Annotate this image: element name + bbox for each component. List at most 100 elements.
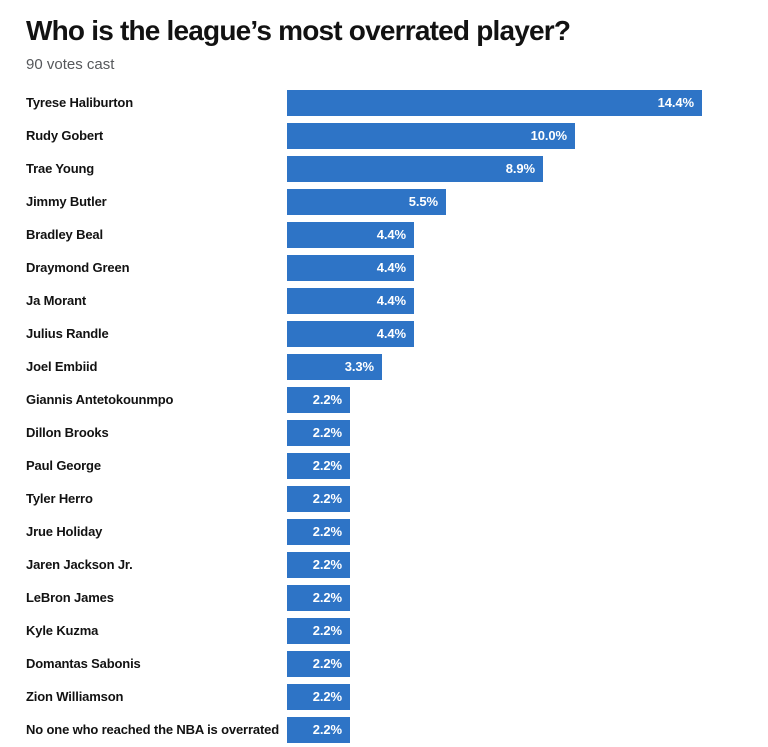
bar-track: 2.2% [287,551,742,578]
bar-value: 3.3% [344,359,374,375]
chart-row: Kyle Kuzma 2.2% [26,614,742,647]
chart-row: Jimmy Butler 5.5% [26,185,742,218]
bar: 2.2% [287,617,350,644]
row-label: Joel Embiid [26,359,98,375]
chart-row: Trae Young 8.9% [26,152,742,185]
row-label: Giannis Antetokounmpo [26,392,174,408]
bar-track: 2.2% [287,617,742,644]
page-title: Who is the league’s most overrated playe… [26,15,571,46]
chart-row: Paul George 2.2% [26,449,742,482]
bar: 2.2% [287,551,350,578]
bar-track: 2.2% [287,419,742,446]
row-label: Julius Randle [26,326,109,342]
bar-track: 10.0% [287,122,742,149]
bar: 3.3% [287,353,382,380]
chart-row: LeBron James 2.2% [26,581,742,614]
bar-track: 8.9% [287,155,742,182]
chart-row: Draymond Green 4.4% [26,251,742,284]
bar-value: 2.2% [312,491,342,507]
bar: 2.2% [287,485,350,512]
bar: 10.0% [287,122,575,149]
bar-track: 2.2% [287,518,742,545]
row-label: Kyle Kuzma [26,623,99,639]
row-label: Tyler Herro [26,491,93,507]
chart-row: Joel Embiid 3.3% [26,350,742,383]
bar-value: 2.2% [312,557,342,573]
row-label: Jrue Holiday [26,524,103,540]
row-label: Rudy Gobert [26,128,104,144]
bar: 2.2% [287,419,350,446]
chart-row: Ja Morant 4.4% [26,284,742,317]
bar: 4.4% [287,320,414,347]
bar-track: 4.4% [287,221,742,248]
bar-value: 2.2% [312,623,342,639]
row-label: LeBron James [26,590,114,606]
bar-track: 2.2% [287,485,742,512]
chart-row: Jrue Holiday 2.2% [26,515,742,548]
row-label: Ja Morant [26,293,87,309]
bar-chart: Tyrese Haliburton 14.4% Rudy Gobert 10.0… [26,86,742,746]
bar: 2.2% [287,650,350,677]
bar: 8.9% [287,155,543,182]
bar: 14.4% [287,89,702,116]
chart-row: Dillon Brooks 2.2% [26,416,742,449]
bar-track: 4.4% [287,254,742,281]
bar-track: 14.4% [287,89,742,116]
row-label: Zion Williamson [26,689,124,705]
bar-value: 5.5% [408,194,438,210]
bar-value: 2.2% [312,524,342,540]
bar: 2.2% [287,683,350,710]
bar-track: 3.3% [287,353,742,380]
bar-value: 8.9% [505,161,535,177]
bar-track: 2.2% [287,650,742,677]
chart-row: Giannis Antetokounmpo 2.2% [26,383,742,416]
row-label: Bradley Beal [26,227,103,243]
row-label: Tyrese Haliburton [26,95,134,111]
chart-row: Domantas Sabonis 2.2% [26,647,742,680]
row-label: No one who reached the NBA is overrated [26,722,280,738]
bar-value: 10.0% [530,128,567,144]
bar-value: 14.4% [657,95,694,111]
bar: 4.4% [287,254,414,281]
row-label: Dillon Brooks [26,425,109,441]
bar: 2.2% [287,584,350,611]
row-label: Jaren Jackson Jr. [26,557,133,573]
bar-value: 4.4% [376,260,406,276]
bar-value: 2.2% [312,656,342,672]
row-label: Draymond Green [26,260,130,276]
row-label: Trae Young [26,161,95,177]
bar: 4.4% [287,221,414,248]
bar-track: 4.4% [287,287,742,314]
chart-row: Tyler Herro 2.2% [26,482,742,515]
bar-value: 2.2% [312,722,342,738]
bar: 2.2% [287,518,350,545]
votes-cast-subtitle: 90 votes cast [26,56,115,74]
bar: 5.5% [287,188,446,215]
bar-value: 2.2% [312,689,342,705]
chart-row: Bradley Beal 4.4% [26,218,742,251]
row-label: Jimmy Butler [26,194,107,210]
bar-track: 4.4% [287,320,742,347]
chart-row: Tyrese Haliburton 14.4% [26,86,742,119]
bar-value: 4.4% [376,227,406,243]
chart-row: Rudy Gobert 10.0% [26,119,742,152]
bar: 2.2% [287,386,350,413]
row-label: Domantas Sabonis [26,656,141,672]
bar-value: 2.2% [312,392,342,408]
bar-value: 4.4% [376,293,406,309]
bar-value: 2.2% [312,425,342,441]
chart-row: Julius Randle 4.4% [26,317,742,350]
bar-value: 2.2% [312,590,342,606]
bar-track: 5.5% [287,188,742,215]
bar-track: 2.2% [287,452,742,479]
row-label: Paul George [26,458,101,474]
bar-track: 2.2% [287,683,742,710]
chart-row: Zion Williamson 2.2% [26,680,742,713]
bar: 4.4% [287,287,414,314]
bar: 2.2% [287,716,350,743]
bar-track: 2.2% [287,386,742,413]
bar: 2.2% [287,452,350,479]
bar-value: 2.2% [312,458,342,474]
bar-value: 4.4% [376,326,406,342]
